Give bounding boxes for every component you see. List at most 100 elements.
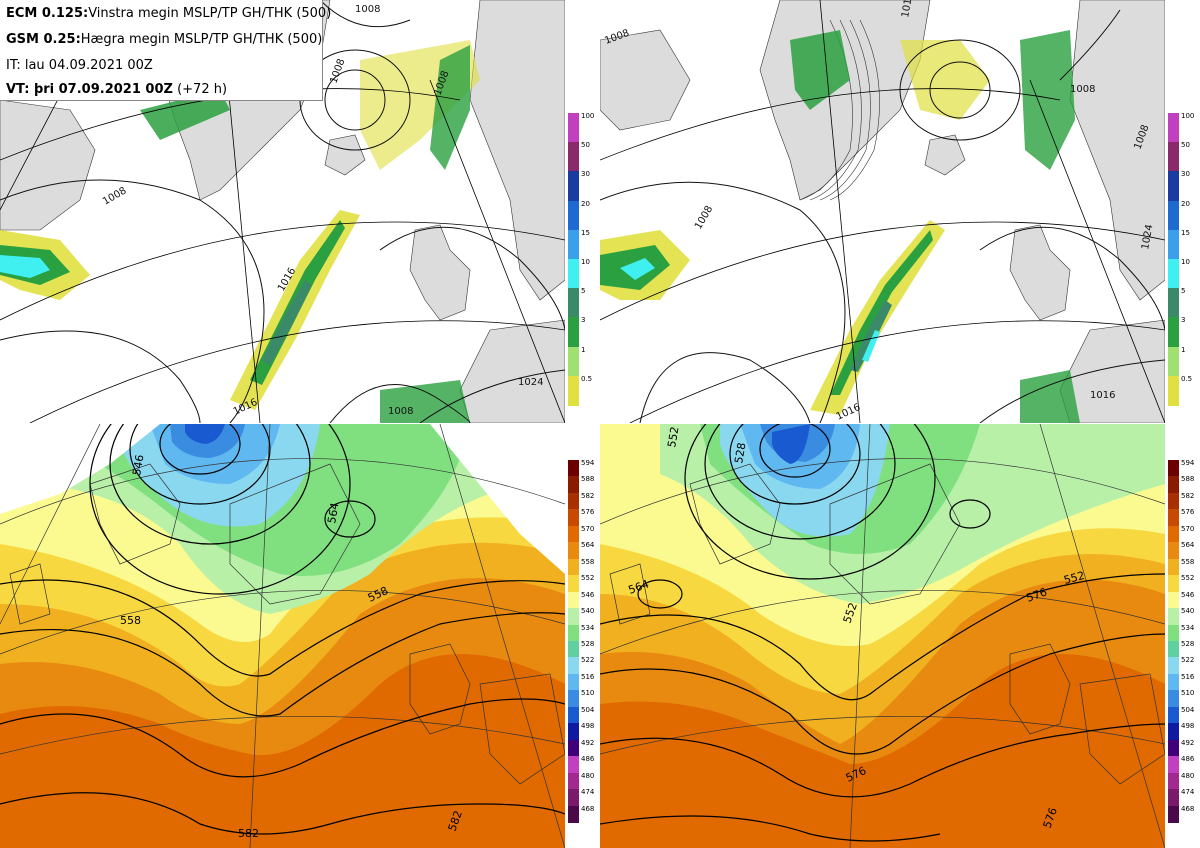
colorbar-swatch: [568, 706, 579, 724]
colorbar-tick-label: 564: [581, 541, 595, 550]
colorbar-tick-label: 576: [581, 508, 595, 517]
colorbar-swatch: [568, 113, 579, 143]
colorbar-tick-label: 570: [1181, 524, 1195, 533]
colorbar-swatch: [1168, 739, 1179, 757]
colorbar-tick-label: 486: [1181, 755, 1195, 764]
gh-label: 546: [130, 454, 146, 477]
colorbar-swatch: [568, 509, 579, 527]
init-time: IT: lau 04.09.2021 00Z: [6, 58, 153, 73]
colorbar-swatch: [568, 641, 579, 658]
gh-label: 564: [325, 502, 341, 525]
colorbar-swatch: [1168, 200, 1179, 231]
colorbar-tick-label: 522: [1181, 656, 1195, 665]
colorbar-tick-label: 5: [581, 287, 586, 296]
ecm-thickness-map: 546 558 564 558 582 582: [0, 424, 565, 848]
colorbar-swatch: [1168, 171, 1179, 202]
colorbar-tick-label: 528: [581, 640, 595, 648]
colorbar-tick-label: 1: [581, 345, 586, 354]
colorbar-swatch: [568, 346, 579, 377]
colorbar-tick-label: 522: [581, 656, 595, 665]
colorbar-tick-label: 492: [581, 738, 595, 747]
gsm-thickness-map: 528 552 564 552 552 576 576 576: [600, 424, 1165, 848]
colorbar-swatch: [1168, 229, 1179, 260]
colorbar-swatch: [568, 756, 579, 774]
colorbar-tick-label: 534: [581, 623, 595, 632]
gh-label: 558: [120, 614, 141, 627]
colorbar-tick-label: 582: [581, 491, 595, 500]
colorbar-swatch: [568, 460, 579, 477]
precip-colorbar-left: 100 50 30 20 15 10 5 3 1 0.5: [568, 112, 602, 406]
colorbar-swatch: [1168, 460, 1179, 477]
colorbar-swatch: [1168, 476, 1179, 494]
colorbar-swatch: [568, 317, 579, 348]
colorbar-tick-label: 468: [581, 804, 595, 813]
colorbar-tick-label: 564: [1181, 541, 1195, 550]
colorbar-tick-label: 100: [581, 112, 595, 120]
colorbar-tick-label: 10: [581, 258, 590, 266]
colorbar-swatch: [1168, 772, 1179, 790]
colorbar-swatch: [1168, 575, 1179, 593]
gsm-mslp-map: 1008 1016 1008 1008 1016 1024 1016 1008: [600, 0, 1165, 423]
colorbar-tick-label: 516: [1181, 672, 1195, 681]
colorbar-swatch: [568, 259, 579, 289]
colorbar-tick-label: 474: [581, 788, 595, 797]
colorbar-swatch: [1168, 706, 1179, 724]
colorbar-swatch: [568, 789, 579, 807]
isobar-label: 1008: [355, 4, 380, 15]
colorbar-swatch: [568, 805, 579, 823]
colorbar-tick-label: 474: [1181, 788, 1195, 797]
colorbar-swatch: [1168, 608, 1179, 626]
isobar-label: 1008: [1070, 84, 1095, 95]
colorbar-swatch: [1168, 673, 1179, 691]
precip-colorbar-right: 100 50 30 20 15 10 5 3 1 0.5: [1168, 113, 1200, 406]
colorbar-swatch: [1168, 789, 1179, 807]
thk-colorbar-left: 594 588 582 576 570 564 558 552 546 540 534 528 522 5…: [568, 460, 602, 823]
gh-label: 582: [238, 827, 259, 840]
colorbar-swatch: [568, 558, 579, 576]
colorbar-tick-label: 20: [581, 199, 590, 208]
colorbar-swatch: [1168, 375, 1179, 406]
colorbar-swatch: [1168, 259, 1179, 289]
colorbar-swatch: [1168, 142, 1179, 173]
gsm-model-line: GSM 0.25:Hægra megin MSLP/TP GH/THK (500…: [6, 32, 323, 47]
colorbar-tick-label: 540: [581, 607, 595, 616]
colorbar-swatch: [568, 288, 579, 319]
colorbar-tick-label: 15: [581, 228, 590, 237]
colorbar-tick-label: 15: [1181, 228, 1190, 237]
gh-label: 552: [1062, 569, 1086, 587]
colorbar-tick-label: 582: [1181, 491, 1195, 500]
colorbar-swatch: [1168, 591, 1179, 609]
colorbar-tick-label: 468: [1181, 804, 1195, 813]
colorbar-swatch: [568, 608, 579, 626]
valid-time: VT: þri 07.09.2021 00Z (+72 h): [6, 82, 228, 97]
colorbar-tick-label: 552: [581, 574, 595, 583]
colorbar-swatch: [568, 657, 579, 675]
colorbar-swatch: [568, 229, 579, 260]
colorbar-tick-label: 3: [1181, 316, 1186, 325]
colorbar-tick-label: 516: [581, 672, 595, 681]
colorbar-swatch: [568, 171, 579, 202]
colorbar-tick-label: 588: [581, 475, 595, 484]
colorbar-swatch: [1168, 288, 1179, 319]
colorbar-tick-label: 3: [581, 316, 586, 325]
colorbar-tick-label: 546: [581, 590, 595, 599]
colorbar-tick-label: 20: [1181, 199, 1190, 208]
colorbar-swatch: [568, 591, 579, 609]
isobar-label: 1008: [388, 406, 413, 417]
colorbar-swatch: [568, 476, 579, 494]
colorbar-tick-label: 498: [581, 722, 595, 731]
colorbar-swatch: [568, 575, 579, 593]
colorbar-swatch: [1168, 558, 1179, 576]
gh-label: 552: [665, 426, 681, 449]
colorbar-tick-label: 594: [1181, 459, 1195, 467]
colorbar-swatch: [1168, 723, 1179, 741]
colorbar-tick-label: 10: [1181, 258, 1190, 266]
thk-colorbar-right: 594 588 582 576 570 564 558 552 546 540 534 528 522 5…: [1168, 459, 1200, 823]
colorbar-tick-label: 540: [1181, 607, 1195, 616]
colorbar-tick-label: 534: [1181, 623, 1195, 632]
colorbar-swatch: [568, 142, 579, 173]
colorbar-tick-label: 558: [1181, 557, 1195, 566]
colorbar-tick-label: 546: [1181, 590, 1195, 599]
colorbar-tick-label: 576: [1181, 508, 1195, 517]
colorbar-tick-label: 504: [581, 705, 595, 714]
